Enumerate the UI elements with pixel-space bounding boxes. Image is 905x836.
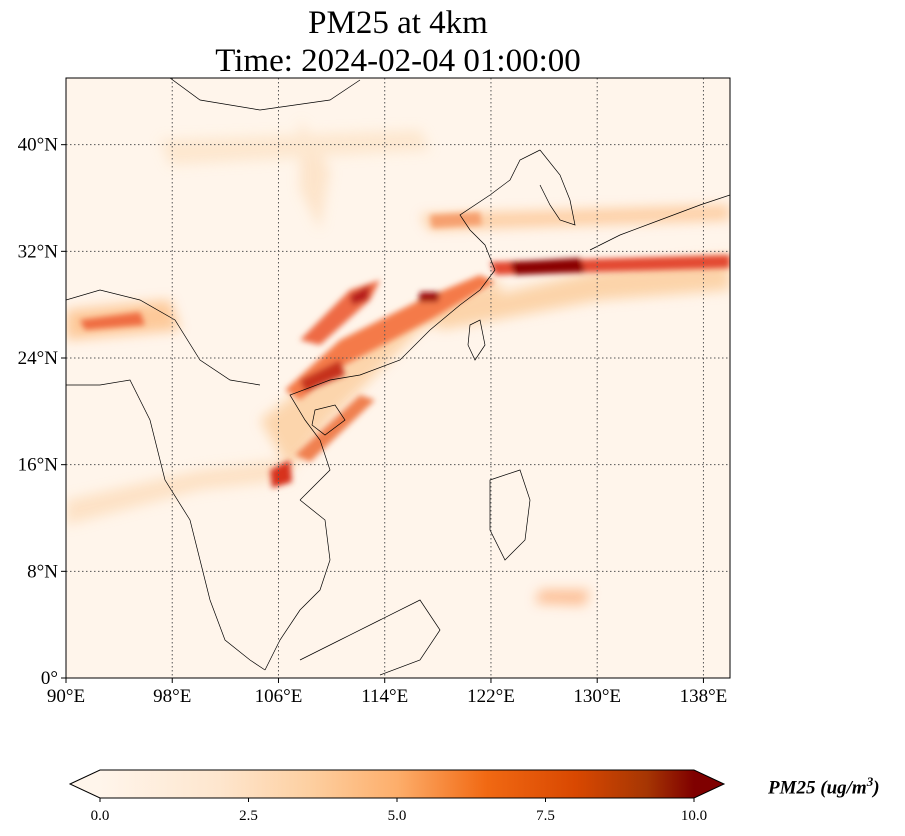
coastline-gulf-of-thailand — [264, 499, 331, 671]
plume-peak-fujian — [418, 292, 440, 302]
tick-label-lon-1: 98°E — [153, 686, 191, 707]
tick-label-lat-5: 40°N — [18, 135, 59, 156]
colorbar-tick-label-4: 10.0 — [681, 808, 707, 824]
tick-label-lat-3: 24°N — [18, 348, 59, 369]
coastline-myanmar-malaysia — [66, 379, 266, 671]
tick-label-lon-2: 106°E — [255, 686, 303, 707]
plume-south-china-sea — [295, 395, 375, 462]
coastline-taiwan — [467, 319, 486, 361]
tick-label-lat-0: 0° — [41, 668, 58, 689]
colorbar-tick-label-3: 7.5 — [536, 808, 555, 824]
tick-label-lon-6: 138°E — [680, 686, 728, 707]
border-mongolia — [169, 78, 361, 111]
colorbar-extend-max — [694, 770, 724, 798]
map-time-subtitle: Time: 2024-02-04 01:00:00 — [215, 43, 581, 79]
tick-label-lat-2: 16°N — [18, 455, 59, 476]
axis-ticks: 90°E 98°E 106°E 114°E 122°E 130°E 138°E 0° 8°N 16… — [18, 135, 728, 707]
colorbar-ticks: 0.0 2.5 5.0 7.5 10.0 — [91, 798, 707, 824]
map-field-background — [66, 78, 730, 678]
plume-south-china — [260, 280, 500, 470]
border-himalaya — [66, 289, 261, 386]
colorbar-label: PM25 (ug/m3) — [768, 774, 880, 799]
coastline-philippines — [489, 469, 531, 561]
map-title: PM25 at 4km — [308, 5, 488, 41]
colorbar-tick-label-2: 5.0 — [388, 808, 407, 824]
colorbar-extend-min — [70, 770, 100, 798]
plume-peak-guangdong — [300, 360, 345, 392]
plume-north-band — [160, 130, 430, 165]
tick-label-lon-0: 90°E — [47, 686, 85, 707]
coastline-south-china — [289, 269, 496, 501]
plume-korea-japan — [420, 205, 730, 230]
plume-peak-hunan — [350, 285, 370, 305]
plume-peak-laos — [270, 460, 292, 488]
tick-label-lon-4: 122°E — [467, 686, 515, 707]
gridlines — [66, 78, 730, 678]
pm25-concentration-field — [66, 120, 730, 605]
coastlines-and-borders — [66, 78, 730, 676]
plume-pacific-band — [430, 255, 730, 330]
plume-peak-east-china-sea — [510, 258, 585, 275]
colorbar: 0.0 2.5 5.0 7.5 10.0 — [68, 769, 726, 824]
colorbar-tick-label-1: 2.5 — [239, 808, 258, 824]
map-frame — [65, 77, 731, 679]
colorbar-tick-label-0: 0.0 — [91, 808, 110, 824]
plume-peak-assam — [80, 312, 145, 330]
tick-label-lat-1: 8°N — [27, 561, 58, 582]
tick-label-lat-4: 32°N — [18, 241, 59, 262]
plume-yellow-sea — [430, 212, 482, 228]
plume-indochina-band — [66, 460, 290, 525]
coastline-borneo — [299, 599, 441, 676]
coastline-east-china — [459, 149, 541, 271]
coastline-korea — [539, 149, 576, 226]
plume-pacific-patch — [535, 590, 590, 605]
colorbar-body — [100, 770, 694, 798]
tick-label-lon-3: 114°E — [361, 686, 408, 707]
coastline-hainan — [311, 404, 346, 436]
tick-label-lon-5: 130°E — [573, 686, 621, 707]
coastline-japan — [589, 194, 730, 251]
